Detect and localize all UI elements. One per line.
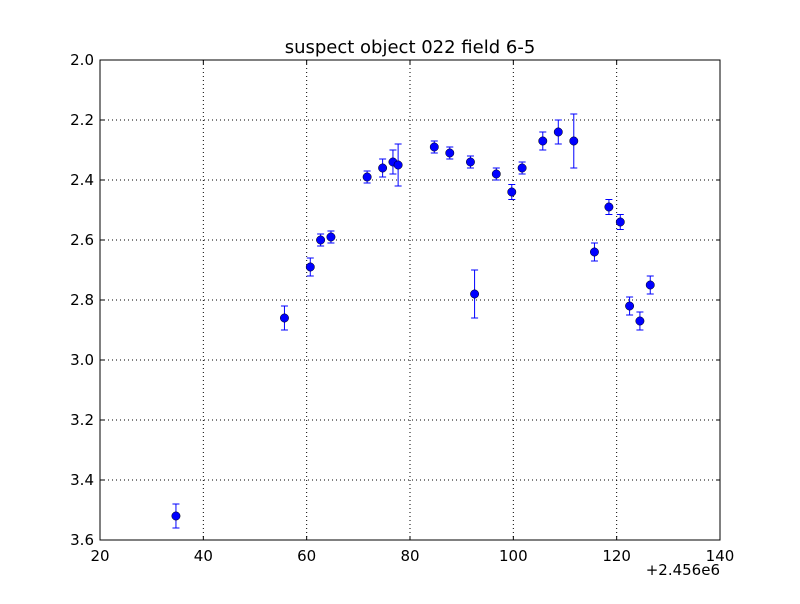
y-tick-label: 2.4 <box>70 171 94 189</box>
data-point <box>171 511 181 521</box>
x-tick-label: 20 <box>90 547 109 565</box>
y-tick-label: 2.8 <box>70 291 94 309</box>
data-point <box>393 160 403 170</box>
data-point <box>362 172 372 182</box>
plot-frame <box>99 59 721 541</box>
data-point <box>466 157 475 167</box>
data-point <box>491 169 501 179</box>
data-point <box>305 262 315 272</box>
data-point <box>470 289 480 299</box>
data-point <box>553 127 563 137</box>
chart-title: suspect object 022 field 6-5 <box>285 37 536 58</box>
data-point <box>635 316 645 326</box>
y-tick-labels: 2.0 2.2 2.4 2.6 2.8 3.0 3.2 3.4 3.6 <box>70 51 94 549</box>
data-point <box>445 148 455 158</box>
y-tick-label: 3.6 <box>70 531 94 549</box>
x-tick-label: 140 <box>706 547 735 565</box>
data-point <box>316 235 326 245</box>
data-point <box>615 217 625 227</box>
x-offset-label: +2.456e6 <box>646 561 720 579</box>
y-tick-label: 3.2 <box>70 411 94 429</box>
data-point <box>429 142 439 152</box>
data-layer <box>171 113 655 529</box>
x-tick-label: 80 <box>400 547 419 565</box>
data-point <box>538 136 548 146</box>
y-tick-label: 2.6 <box>70 231 94 249</box>
x-tick-label: 60 <box>297 547 316 565</box>
data-point <box>280 313 289 323</box>
x-tick-label: 40 <box>194 547 213 565</box>
grid-layer <box>100 60 720 540</box>
data-point <box>326 232 336 242</box>
data-point <box>507 187 517 197</box>
y-tick-label: 3.0 <box>70 351 94 369</box>
x-tick-label: 120 <box>602 547 631 565</box>
data-point <box>378 163 388 173</box>
y-tick-label: 2.0 <box>70 51 94 69</box>
y-tick-label: 3.4 <box>70 471 94 489</box>
y-tick-label: 2.2 <box>70 111 94 129</box>
data-point <box>645 280 655 290</box>
data-point <box>625 301 635 311</box>
x-tick-label: 100 <box>499 547 528 565</box>
x-tick-labels: 20 40 60 80 100 120 140 <box>90 547 734 565</box>
data-point <box>604 202 614 212</box>
data-point <box>569 136 579 146</box>
data-point <box>590 247 599 257</box>
data-point <box>517 163 527 173</box>
